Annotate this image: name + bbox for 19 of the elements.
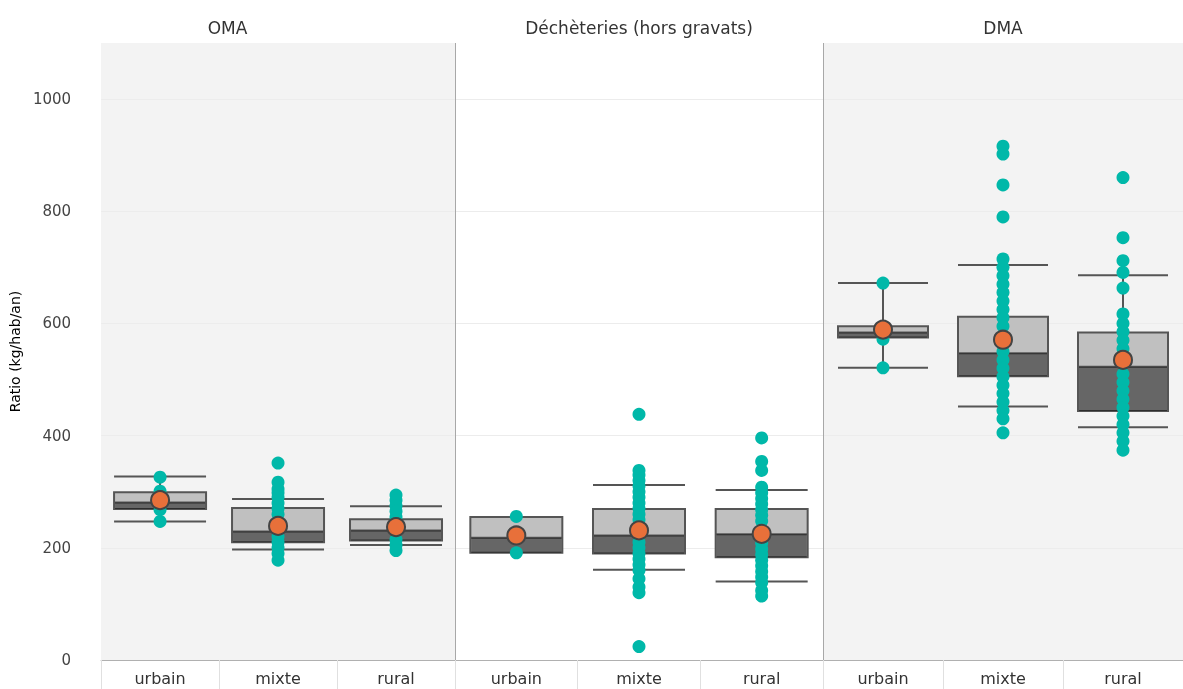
chart-title: Déchèteries (hors gravats) [525, 17, 753, 38]
y-axis-title: Ratio (kg/hab/an) [7, 290, 23, 413]
y-tick-label: 600 [42, 314, 72, 333]
x-tick-label: urbain [134, 668, 186, 688]
y-tick-label: 400 [42, 426, 72, 445]
chart-title: OMA [207, 17, 248, 38]
chart-title: DMA [983, 17, 1024, 38]
y-tick-label: 1000 [32, 90, 72, 109]
y-tick-label: 800 [42, 202, 72, 221]
y-tick-label: 0 [61, 651, 72, 669]
x-tick-label: rural [1104, 668, 1142, 688]
x-tick-label: mixte [616, 668, 662, 688]
x-tick-label: urbain [490, 668, 542, 688]
x-tick-label: rural [377, 668, 415, 688]
y-tick-label: 200 [42, 538, 72, 557]
x-tick-label: mixte [980, 668, 1026, 688]
x-tick-label: urbain [857, 668, 909, 688]
x-tick-label: mixte [255, 668, 301, 688]
x-tick-label: rural [742, 668, 781, 688]
